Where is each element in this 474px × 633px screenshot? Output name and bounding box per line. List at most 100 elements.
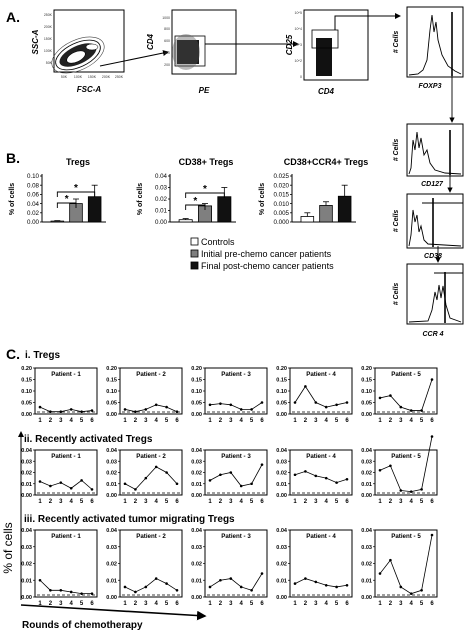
- patient-title: Patient - 5: [391, 453, 421, 460]
- y-tick-label: 0.20: [106, 366, 117, 372]
- x-tick-label: 5: [80, 601, 84, 607]
- y-tick-label: 0.01: [361, 482, 372, 488]
- data-point: [389, 394, 392, 397]
- y-tick-label: 0.02: [191, 562, 202, 568]
- x-tick-label: 4: [410, 601, 414, 607]
- significance-star: *: [203, 184, 207, 195]
- x-tick-label: 6: [175, 418, 179, 424]
- patient-title: Patient - 1: [51, 371, 81, 378]
- x-tick-label: 4: [240, 418, 244, 424]
- data-point: [399, 489, 403, 492]
- bar-chart-title: Tregs: [66, 157, 90, 167]
- y-tick-label: 0.03: [21, 545, 32, 551]
- y-tick-label: 0.00: [21, 493, 32, 499]
- data-point: [399, 405, 403, 409]
- patient-title: Patient - 1: [51, 533, 81, 540]
- y-tick-label: 0.00: [191, 493, 202, 499]
- x-tick-label: 6: [345, 601, 349, 607]
- y-tick-label: 0.01: [21, 578, 32, 584]
- patient-title: Patient - 5: [391, 533, 421, 540]
- flow-plot-cd4-pe: CD4 PE 1000 800 600 400 200: [146, 9, 237, 95]
- y-tick-label: 0.10: [21, 389, 32, 395]
- patient-panel-3: Patient - 3 0.00 0.01 0.02 0.03 0.04 1 2 3 4 5 6: [191, 528, 268, 607]
- panel-frame: [34, 367, 98, 415]
- bar-chart-1: Tregs % of cells 0.00 0.02 0.04 0.06 0.08 0.10 *…: [9, 157, 106, 226]
- x-tick-label: 4: [70, 418, 74, 424]
- x-tick-label: 5: [80, 499, 84, 505]
- data-point: [229, 577, 233, 580]
- x-tick-label: 3: [314, 601, 318, 607]
- data-point: [59, 481, 63, 484]
- x-tick-label: 4: [155, 418, 159, 424]
- data-point: [335, 585, 338, 589]
- row-title-1: i. Tregs: [25, 350, 60, 361]
- y-tick-label: 0.01: [106, 482, 117, 488]
- flow-plot2-ytick: 1000: [162, 16, 170, 20]
- patient-title: Patient - 2: [136, 371, 166, 378]
- y-tick-label: 0.010: [274, 201, 290, 208]
- x-tick-label: 1: [293, 418, 297, 424]
- data-point: [165, 582, 168, 585]
- x-tick-label: 2: [304, 418, 308, 424]
- patient-panel-1: Patient - 1 0.00 0.05 0.10 0.15 0.20 1 2 3 4 5 6: [21, 366, 98, 424]
- data-point: [219, 578, 222, 582]
- x-tick-label: 1: [123, 499, 127, 505]
- x-tick-label: 5: [335, 601, 339, 607]
- data-point: [293, 473, 297, 477]
- data-point: [314, 401, 318, 404]
- x-tick-label: 3: [399, 499, 403, 505]
- x-tick-label: 2: [389, 418, 393, 424]
- x-tick-label: 2: [389, 499, 393, 505]
- gate-arrow-1: [99, 50, 169, 67]
- x-tick-label: 6: [345, 418, 349, 424]
- legend-label-initial: Initial pre-chemo cancer patients: [201, 249, 332, 259]
- y-tick-label: 0.02: [191, 471, 202, 477]
- flow-plot2-ytick: 400: [164, 51, 170, 55]
- hist2-xlabel: CD127: [421, 181, 444, 188]
- x-tick-label: 4: [410, 418, 414, 424]
- data-point: [420, 589, 423, 592]
- data-point: [134, 410, 137, 414]
- significance-bracket: [56, 191, 96, 197]
- y-tick-label: 0.00: [276, 493, 287, 499]
- significance-bracket: [56, 202, 77, 208]
- flow-plot2-ytick: 600: [164, 39, 170, 43]
- flow-plot3-ytick: 10^5: [295, 11, 303, 15]
- patient-title: Patient - 4: [306, 533, 336, 540]
- patient-title: Patient - 2: [136, 533, 166, 540]
- x-tick-label: 5: [420, 601, 424, 607]
- significance-star: *: [193, 196, 197, 207]
- data-point: [80, 410, 83, 414]
- data-point: [123, 482, 127, 486]
- x-tick-label: 1: [123, 418, 127, 424]
- panel-frame: [34, 449, 98, 496]
- y-tick-label: 0.00: [106, 412, 117, 418]
- data-point: [49, 484, 52, 488]
- y-tick-label: 0.020: [274, 182, 290, 189]
- significance-star: *: [74, 183, 78, 194]
- x-tick-label: 1: [123, 601, 127, 607]
- significance-star: *: [65, 194, 69, 205]
- panel-frame: [204, 529, 268, 598]
- x-tick-label: 6: [260, 499, 264, 505]
- y-tick-label: 0.00: [155, 219, 168, 226]
- flow-plot2-ytick: 800: [164, 27, 170, 31]
- x-tick-label: 3: [229, 418, 233, 424]
- patient-panel-2: Patient - 2 0.00 0.01 0.02 0.03 0.04 1 2 3 4 5 6: [106, 448, 183, 505]
- x-tick-label: 2: [134, 601, 138, 607]
- patient-panel-4: Patient - 4 0.00 0.01 0.02 0.03 0.04 1 2 3 4 5 6: [276, 448, 353, 505]
- legend-item-controls: Controls: [190, 237, 235, 247]
- x-tick-label: 4: [325, 499, 329, 505]
- data-point: [59, 589, 63, 592]
- data-point: [49, 589, 52, 592]
- data-point: [250, 408, 253, 411]
- x-tick-label: 6: [175, 601, 179, 607]
- y-tick-label: 0.04: [106, 448, 118, 454]
- panel-frame: [374, 529, 438, 598]
- y-tick-label: 0.20: [361, 366, 372, 372]
- panel-frame: [119, 529, 183, 598]
- data-point: [260, 572, 264, 575]
- y-tick-label: 0.01: [106, 578, 117, 584]
- y-tick-label: 0.15: [106, 378, 117, 384]
- y-tick-label: 0.03: [21, 459, 32, 465]
